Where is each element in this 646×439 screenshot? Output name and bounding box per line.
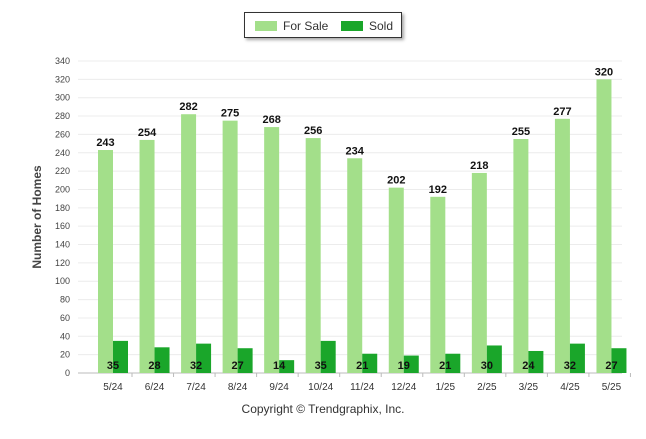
x-tick-label: 3/25 bbox=[519, 382, 539, 393]
legend-label-sold: Sold bbox=[369, 19, 394, 33]
x-tick-label: 1/25 bbox=[436, 382, 456, 393]
x-tick-label: 8/24 bbox=[228, 382, 248, 393]
y-tick-label: 280 bbox=[55, 111, 70, 121]
data-label-for-sale: 202 bbox=[387, 175, 405, 187]
bar-for-sale bbox=[596, 79, 612, 374]
y-tick-label: 180 bbox=[55, 203, 70, 213]
data-label-for-sale: 192 bbox=[429, 184, 447, 196]
bar-sold bbox=[279, 360, 295, 373]
data-label-for-sale: 254 bbox=[138, 127, 157, 139]
legend-item-sold: Sold bbox=[341, 19, 393, 33]
data-label-for-sale: 268 bbox=[262, 114, 280, 126]
bar-sold bbox=[569, 343, 585, 373]
data-label-sold: 21 bbox=[439, 360, 451, 372]
legend-label-for-sale: For Sale bbox=[283, 19, 329, 33]
data-label-for-sale: 320 bbox=[595, 66, 613, 78]
bar-sold bbox=[611, 348, 627, 373]
bar-for-sale bbox=[139, 139, 155, 373]
bar-for-sale bbox=[388, 187, 404, 373]
x-tick-label: 12/24 bbox=[391, 382, 416, 393]
y-tick-label: 60 bbox=[60, 313, 70, 323]
bar-for-sale bbox=[471, 172, 487, 373]
data-label-sold: 21 bbox=[356, 360, 368, 372]
data-label-sold: 30 bbox=[481, 360, 493, 372]
y-tick-label: 100 bbox=[55, 276, 70, 286]
data-label-sold: 27 bbox=[231, 360, 243, 372]
y-tick-label: 40 bbox=[60, 331, 70, 341]
y-tick-label: 220 bbox=[55, 166, 70, 176]
bar-for-sale bbox=[305, 138, 321, 373]
bar-for-sale bbox=[513, 139, 529, 373]
legend: For Sale Sold bbox=[244, 12, 402, 38]
data-label-sold: 19 bbox=[398, 360, 410, 372]
x-tick-label: 7/24 bbox=[186, 382, 206, 393]
bar-for-sale bbox=[222, 120, 238, 373]
x-tick-label: 5/24 bbox=[103, 382, 123, 393]
data-label-sold: 32 bbox=[564, 360, 576, 372]
x-tick-label: 10/24 bbox=[308, 382, 333, 393]
bar-sold bbox=[320, 340, 336, 373]
x-tick-label: 6/24 bbox=[145, 382, 165, 393]
x-tick-label: 9/24 bbox=[269, 382, 289, 393]
bar-for-sale bbox=[181, 114, 197, 374]
data-label-sold: 14 bbox=[273, 360, 286, 372]
copyright-text: Copyright © Trendgraphix, Inc. bbox=[241, 402, 405, 416]
x-tick-label: 5/25 bbox=[602, 382, 622, 393]
y-axis-title: Number of Homes bbox=[30, 165, 44, 269]
y-tick-label: 140 bbox=[55, 240, 70, 250]
data-label-sold: 35 bbox=[315, 360, 327, 372]
data-label-sold: 24 bbox=[522, 360, 535, 372]
x-tick-label: 11/24 bbox=[350, 382, 375, 393]
legend-swatch-for-sale bbox=[255, 21, 277, 31]
y-tick-label: 260 bbox=[55, 129, 70, 139]
data-label-sold: 27 bbox=[605, 360, 617, 372]
bar-for-sale bbox=[554, 118, 570, 373]
x-tick-label: 2/25 bbox=[477, 382, 497, 393]
y-tick-label: 80 bbox=[60, 295, 70, 305]
bar-for-sale bbox=[430, 196, 446, 373]
bar-sold bbox=[154, 347, 170, 373]
bar-sold bbox=[445, 353, 461, 373]
data-label-for-sale: 275 bbox=[221, 108, 239, 120]
y-tick-label: 20 bbox=[60, 350, 70, 360]
bar-sold bbox=[362, 353, 378, 373]
legend-swatch-sold bbox=[341, 21, 363, 31]
y-tick-label: 200 bbox=[55, 184, 70, 194]
bar-sold bbox=[486, 345, 502, 373]
data-label-for-sale: 218 bbox=[470, 160, 488, 172]
bar-sold bbox=[237, 348, 253, 373]
y-tick-label: 0 bbox=[65, 368, 70, 378]
bar-for-sale bbox=[347, 158, 363, 373]
y-tick-label: 160 bbox=[55, 221, 70, 231]
data-label-sold: 35 bbox=[107, 360, 119, 372]
data-label-for-sale: 277 bbox=[553, 106, 571, 118]
y-tick-label: 120 bbox=[55, 258, 70, 268]
bar-sold bbox=[113, 340, 128, 373]
bar-for-sale bbox=[98, 150, 113, 373]
y-tick-label: 300 bbox=[55, 93, 70, 103]
data-label-for-sale: 255 bbox=[512, 126, 530, 138]
bar-sold bbox=[196, 343, 212, 373]
y-tick-label: 320 bbox=[55, 74, 70, 84]
bar-sold bbox=[403, 355, 419, 373]
data-label-for-sale: 234 bbox=[346, 145, 365, 157]
data-label-sold: 28 bbox=[148, 360, 160, 372]
y-tick-label: 240 bbox=[55, 148, 70, 158]
data-label-sold: 32 bbox=[190, 360, 202, 372]
data-label-for-sale: 243 bbox=[96, 137, 114, 149]
bar-for-sale bbox=[264, 127, 280, 373]
data-label-for-sale: 256 bbox=[304, 125, 322, 137]
data-label-for-sale: 282 bbox=[179, 101, 197, 113]
legend-item-for-sale: For Sale bbox=[255, 19, 328, 33]
y-tick-label: 340 bbox=[55, 56, 70, 66]
x-tick-label: 4/25 bbox=[560, 382, 580, 393]
bar-sold bbox=[528, 350, 544, 373]
